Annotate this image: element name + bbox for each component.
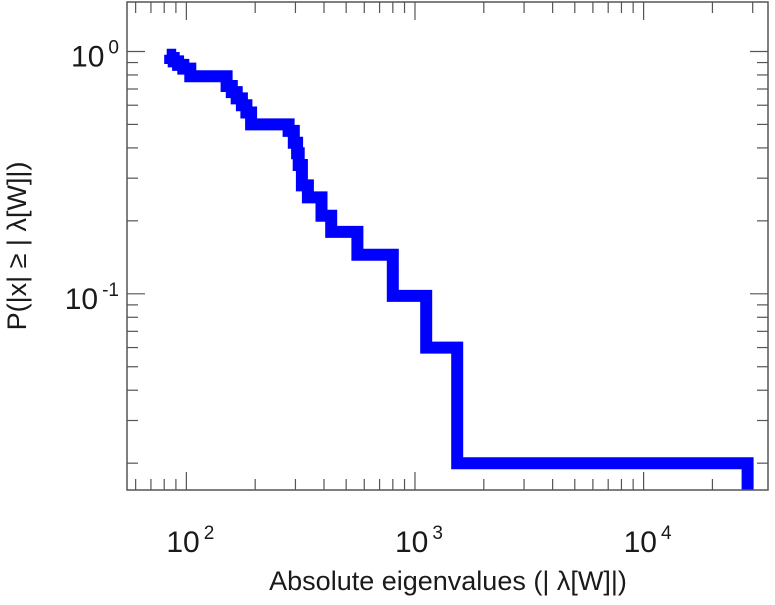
y-tick-label: 10 -1 (65, 280, 119, 316)
axis-ticks (127, 2, 768, 490)
series-line (164, 48, 754, 490)
tick-labels: 10 2 10 3 10 4 10 0 10 -1 (65, 37, 672, 559)
x-tick-label: 10 4 (624, 523, 672, 559)
y-axis-title: P(|x| ≥ | λ[W]|) (2, 162, 32, 331)
plot-frame (126, 1, 769, 491)
x-tick-label: 10 3 (395, 523, 443, 559)
x-tick-label: 10 2 (166, 523, 214, 559)
x-axis-title: Absolute eigenvalues (| λ[W]|) (269, 566, 627, 596)
series-layer (164, 48, 754, 490)
y-tick-label: 10 0 (71, 37, 119, 73)
